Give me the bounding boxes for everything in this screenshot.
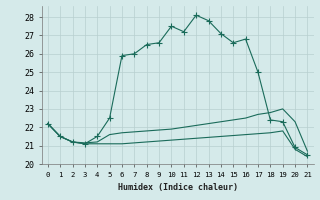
- X-axis label: Humidex (Indice chaleur): Humidex (Indice chaleur): [118, 183, 237, 192]
